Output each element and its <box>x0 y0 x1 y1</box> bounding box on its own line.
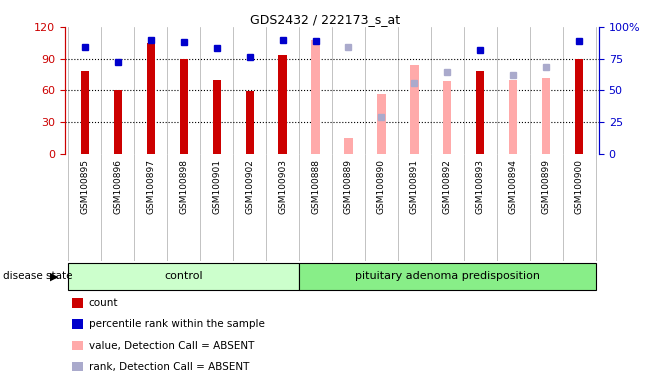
Text: value, Detection Call = ABSENT: value, Detection Call = ABSENT <box>89 341 254 351</box>
Bar <box>410 65 419 154</box>
Text: percentile rank within the sample: percentile rank within the sample <box>89 319 264 329</box>
Bar <box>213 80 221 154</box>
Text: pituitary adenoma predisposition: pituitary adenoma predisposition <box>355 271 540 281</box>
Text: GSM100892: GSM100892 <box>443 159 452 214</box>
Text: count: count <box>89 298 118 308</box>
Text: GSM100895: GSM100895 <box>80 159 89 214</box>
Text: GSM100894: GSM100894 <box>508 159 518 214</box>
Text: GDS2432 / 222173_s_at: GDS2432 / 222173_s_at <box>251 13 400 26</box>
Bar <box>476 71 484 154</box>
Bar <box>443 81 451 154</box>
Bar <box>344 138 353 154</box>
Bar <box>378 94 385 154</box>
Text: GSM100891: GSM100891 <box>410 159 419 214</box>
Bar <box>81 71 89 154</box>
Text: GSM100898: GSM100898 <box>179 159 188 214</box>
Bar <box>279 55 286 154</box>
Bar <box>509 80 518 154</box>
Bar <box>542 78 550 154</box>
Text: disease state: disease state <box>3 271 73 281</box>
Bar <box>299 263 596 290</box>
Text: GSM100896: GSM100896 <box>113 159 122 214</box>
Text: GSM100890: GSM100890 <box>377 159 386 214</box>
Text: ▶: ▶ <box>49 271 58 281</box>
Bar <box>68 263 299 290</box>
Text: rank, Detection Call = ABSENT: rank, Detection Call = ABSENT <box>89 362 249 372</box>
Text: GSM100901: GSM100901 <box>212 159 221 214</box>
Text: GSM100889: GSM100889 <box>344 159 353 214</box>
Text: GSM100899: GSM100899 <box>542 159 551 214</box>
Text: GSM100900: GSM100900 <box>575 159 584 214</box>
Bar <box>311 40 320 154</box>
Text: GSM100897: GSM100897 <box>146 159 156 214</box>
Bar <box>146 43 155 154</box>
Text: GSM100902: GSM100902 <box>245 159 254 214</box>
Text: control: control <box>165 271 203 281</box>
Bar <box>245 91 254 154</box>
Text: GSM100893: GSM100893 <box>476 159 485 214</box>
Text: GSM100888: GSM100888 <box>311 159 320 214</box>
Bar <box>575 59 583 154</box>
Text: GSM100903: GSM100903 <box>278 159 287 214</box>
Bar <box>180 59 188 154</box>
Bar <box>114 90 122 154</box>
